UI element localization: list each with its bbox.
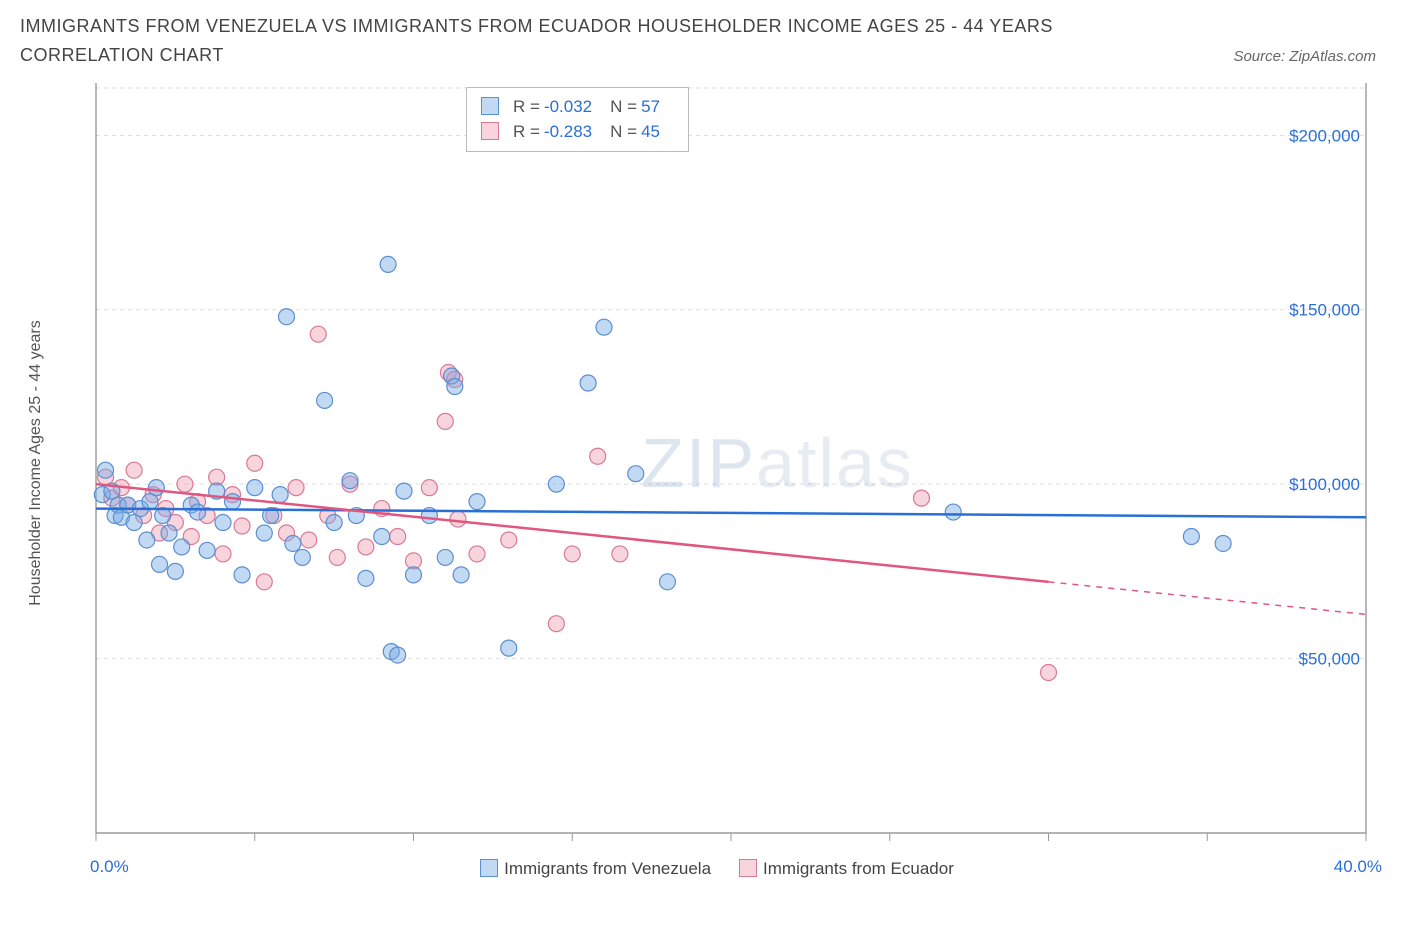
x-axis-max-label: 40.0% — [1334, 857, 1382, 877]
svg-text:$100,000: $100,000 — [1289, 475, 1360, 494]
scatter-plot: $50,000 $100,000 $150,000 $200,000 — [46, 73, 1376, 853]
chart-container: Householder Income Ages 25 - 44 years $5… — [46, 73, 1376, 853]
svg-text:$200,000: $200,000 — [1289, 126, 1360, 145]
source-citation: Source: ZipAtlas.com — [20, 48, 1386, 65]
svg-text:$50,000: $50,000 — [1299, 649, 1360, 668]
stat-row-venezuela: R =-0.032N =57 — [481, 94, 674, 120]
legend-label-ecuador: Immigrants from Ecuador — [763, 859, 954, 878]
correlation-stats-box: R =-0.032N =57R =-0.283N =45 — [466, 87, 689, 152]
svg-text:$150,000: $150,000 — [1289, 300, 1360, 319]
legend-swatch-ecuador — [739, 859, 757, 877]
y-axis-label: Householder Income Ages 25 - 44 years — [27, 320, 45, 606]
legend-label-venezuela: Immigrants from Venezuela — [504, 859, 711, 878]
legend-swatch-venezuela — [480, 859, 498, 877]
x-axis-min-label: 0.0% — [90, 857, 129, 877]
legend-bottom: Immigrants from Venezuela Immigrants from… — [20, 859, 1386, 879]
stat-row-ecuador: R =-0.283N =45 — [481, 119, 674, 145]
